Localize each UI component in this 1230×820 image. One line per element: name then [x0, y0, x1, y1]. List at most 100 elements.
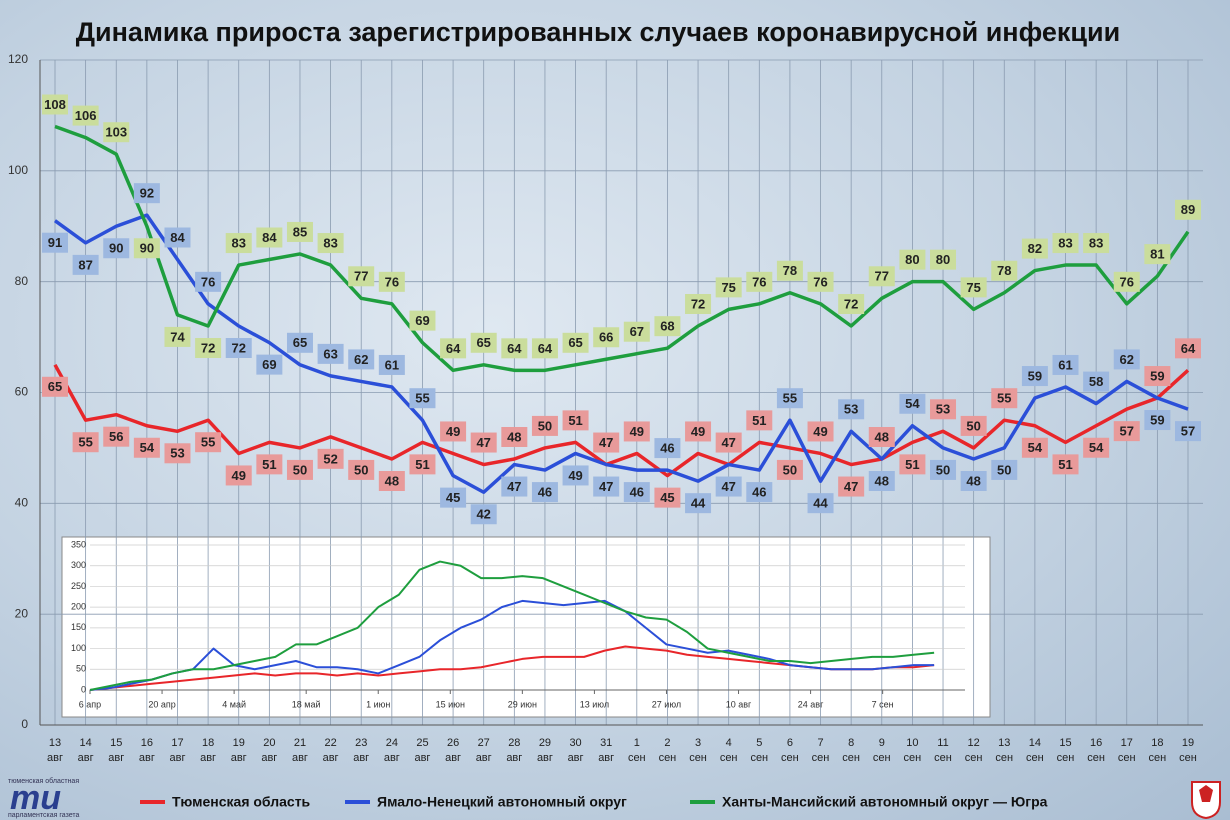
data-label-box — [776, 260, 803, 281]
data-label-box — [807, 493, 834, 514]
data-label: 51 — [905, 457, 919, 472]
inset-x-tick-label: 15 июн — [436, 699, 465, 709]
data-label-box — [103, 426, 130, 447]
data-label: 42 — [476, 507, 490, 522]
data-label: 77 — [875, 269, 889, 284]
data-label-box — [991, 459, 1018, 480]
data-label-box — [256, 354, 283, 375]
data-label: 75 — [966, 280, 980, 295]
data-label: 55 — [415, 391, 429, 406]
data-label-box — [378, 354, 405, 375]
data-label-box — [440, 421, 467, 442]
data-label-box — [899, 393, 926, 414]
x-tick-label: 11 сен — [934, 737, 952, 764]
data-label: 48 — [875, 473, 889, 488]
data-label: 90 — [109, 241, 123, 256]
data-label: 78 — [783, 263, 797, 278]
data-label: 53 — [844, 402, 858, 417]
data-label-box — [409, 310, 436, 331]
data-label-box — [960, 471, 987, 491]
y-tick-label: 0 — [21, 717, 28, 731]
data-label-box — [256, 454, 283, 475]
data-label-box — [440, 338, 467, 359]
data-label: 45 — [660, 490, 674, 505]
data-label: 49 — [568, 468, 582, 483]
data-label-box — [991, 388, 1018, 409]
data-label: 67 — [630, 324, 644, 339]
data-label: 64 — [1181, 341, 1196, 356]
data-label: 108 — [44, 97, 66, 112]
y-tick-label: 40 — [15, 496, 29, 510]
data-label: 52 — [323, 451, 337, 466]
data-label: 45 — [446, 490, 460, 505]
data-label-box — [103, 122, 130, 143]
data-label-box — [562, 410, 589, 431]
data-label: 47 — [844, 479, 858, 494]
data-label: 87 — [78, 257, 92, 272]
x-tick-label: 19 авг — [230, 737, 247, 764]
data-label-box — [1175, 199, 1201, 220]
data-label-box — [1113, 421, 1140, 442]
data-label-box — [1113, 349, 1140, 370]
inset-y-tick-label: 0 — [81, 684, 86, 694]
x-tick-label: 7 сен — [811, 737, 830, 764]
data-label-box — [501, 476, 528, 497]
data-label-box — [317, 233, 344, 254]
inset-x-tick-label: 24 авг — [798, 699, 824, 709]
data-label: 47 — [476, 435, 490, 450]
data-label: 72 — [231, 340, 245, 355]
x-tick-label: 10 сен — [903, 737, 922, 764]
data-label: 65 — [476, 335, 490, 350]
y-tick-label: 120 — [8, 52, 28, 66]
data-label-box — [256, 227, 283, 248]
data-label-box — [654, 316, 681, 337]
data-label-box — [164, 443, 191, 464]
data-label: 61 — [385, 357, 399, 372]
data-label-box — [409, 388, 436, 409]
data-label-box — [623, 421, 650, 442]
data-label-box — [746, 271, 773, 292]
x-tick-label: 8 сен — [842, 737, 860, 764]
data-label: 54 — [905, 396, 920, 411]
data-label: 55 — [997, 391, 1011, 406]
data-label-box — [470, 332, 497, 353]
data-label-box — [1052, 454, 1079, 475]
inset-x-tick-label: 20 апр — [148, 699, 175, 709]
data-label: 65 — [48, 379, 62, 394]
data-label: 65 — [568, 335, 582, 350]
data-label: 63 — [323, 346, 337, 361]
y-tick-label: 60 — [15, 385, 29, 399]
x-tick-label: 14 сен — [1026, 737, 1044, 764]
data-label: 76 — [385, 274, 399, 289]
data-label-box — [133, 183, 160, 204]
data-label: 83 — [323, 235, 337, 250]
data-label: 49 — [630, 424, 644, 439]
x-tick-label: 28 авг — [506, 737, 523, 764]
inset-x-tick-label: 7 сен — [872, 699, 894, 709]
inset-y-tick-label: 150 — [71, 622, 86, 632]
data-label-box — [440, 487, 467, 508]
data-label: 75 — [721, 280, 735, 295]
x-tick-label: 15 сен — [1056, 737, 1075, 764]
data-label: 78 — [997, 263, 1011, 278]
data-label-box — [960, 415, 987, 436]
data-label: 89 — [1181, 202, 1195, 217]
data-label: 59 — [1150, 412, 1164, 427]
x-tick-label: 23 авг — [353, 737, 370, 764]
inset-y-tick-label: 100 — [71, 643, 86, 653]
legend-label: Ямало-Ненецкий автономный округ — [377, 794, 627, 810]
data-label: 72 — [844, 296, 858, 311]
data-label-box — [715, 432, 742, 453]
x-tick-label: 18 авг — [200, 737, 217, 764]
series-line — [53, 363, 1190, 478]
inset-x-tick-label: 27 июл — [652, 699, 681, 709]
data-label-box — [42, 376, 68, 397]
data-label-box — [1021, 437, 1048, 458]
x-tick-label: 31 авг — [598, 737, 615, 764]
data-label-box — [286, 221, 313, 242]
data-label-box — [470, 432, 497, 453]
data-label-box — [72, 254, 99, 275]
data-label: 66 — [599, 330, 613, 345]
data-label: 91 — [48, 235, 62, 250]
inset-y-tick-label: 50 — [76, 664, 86, 674]
